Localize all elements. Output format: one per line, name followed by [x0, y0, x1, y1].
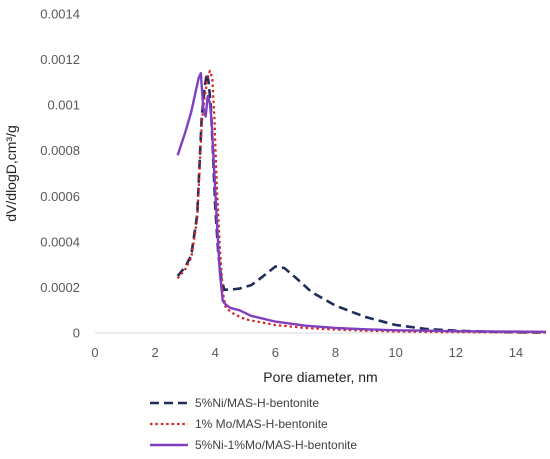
- legend-label-1: 5%Ni/MAS-H-bentonite: [195, 396, 319, 410]
- series-lines: [176, 69, 547, 334]
- y-tick-label: 0.001: [47, 98, 80, 113]
- x-tick-label: 12: [449, 345, 463, 360]
- y-tick-label: 0.0006: [40, 189, 80, 204]
- y-axis-ticks: 0 0.0002 0.0004 0.0006 0.0008 0.001 0.0012 0.00…: [40, 7, 80, 341]
- series-line-2: [176, 69, 547, 334]
- series-line-1: [176, 71, 547, 334]
- y-tick-label: 0.0004: [40, 234, 80, 249]
- x-tick-label: 4: [212, 345, 219, 360]
- x-axis-ticks: 0 2 4 6 8 10 12 14: [91, 345, 523, 360]
- x-tick-label: 14: [509, 345, 523, 360]
- x-axis-title: Pore diameter, nm: [263, 369, 377, 385]
- legend-label-2: 1% Mo/MAS-H-bentonite: [195, 417, 328, 431]
- x-tick-label: 0: [91, 345, 98, 360]
- legend: 5%Ni/MAS-H-bentonite 1% Mo/MAS-H-bentonit…: [150, 396, 357, 452]
- x-tick-label: 10: [388, 345, 402, 360]
- legend-label-3: 5%Ni-1%Mo/MAS-H-bentonite: [195, 438, 357, 452]
- y-tick-label: 0.0014: [40, 7, 80, 22]
- y-tick-label: 0.0012: [40, 52, 80, 67]
- x-tick-label: 6: [272, 345, 279, 360]
- x-tick-label: 2: [152, 345, 159, 360]
- y-tick-label: 0: [73, 326, 80, 341]
- x-tick-label: 8: [332, 345, 339, 360]
- y-axis-title: dV/dlogD,cm³/g: [3, 125, 19, 221]
- series-line-3: [176, 72, 547, 334]
- y-tick-label: 0.0008: [40, 143, 80, 158]
- y-tick-label: 0.0002: [40, 280, 80, 295]
